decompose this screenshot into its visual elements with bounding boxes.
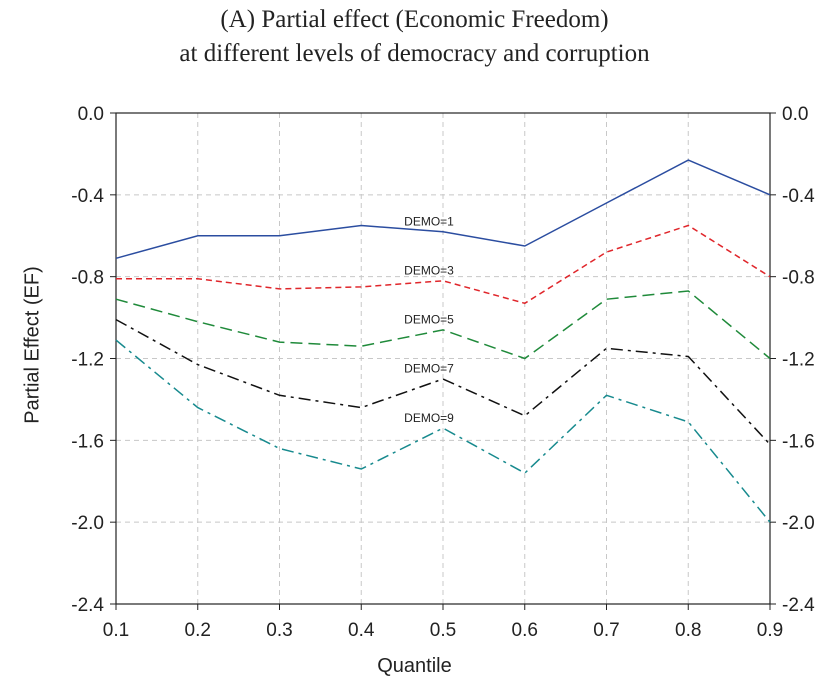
series-line-demo9 (115, 339, 771, 523)
y-tick-label-right: -0.8 (782, 268, 815, 289)
x-tick-label: 0.1 (103, 620, 129, 641)
y-tick-label-right: -1.6 (782, 431, 815, 452)
x-axis-label: Quantile (377, 655, 452, 677)
x-tick-label: 0.7 (593, 620, 619, 641)
y-tick-label-right: -2.0 (782, 513, 815, 534)
series-label-demo7: DEMO=7 (404, 362, 454, 376)
series-label-demo5: DEMO=5 (404, 313, 454, 327)
y-tick-label-left: 0.0 (78, 104, 104, 125)
series-line-demo7 (115, 318, 771, 445)
series-label-demo1: DEMO=1 (404, 214, 454, 228)
y-tick-label-left: -0.8 (71, 268, 104, 289)
y-tick-label-left: -2.0 (71, 513, 104, 534)
y-tick-label-left: -2.4 (71, 595, 104, 616)
y-tick-label-left: -1.6 (71, 431, 104, 452)
x-tick-label: 0.6 (512, 620, 538, 641)
chart-subtitle: at different levels of democracy and cor… (179, 40, 650, 67)
series-line-demo1 (115, 159, 771, 260)
x-tick-label: 0.8 (675, 620, 701, 641)
y-tick-label-right: 0.0 (782, 104, 808, 125)
x-tick-label: 0.5 (430, 620, 456, 641)
x-tick-label: 0.2 (185, 620, 211, 641)
x-tick-label: 0.4 (348, 620, 375, 641)
chart-title: (A) Partial effect (Economic Freedom) (220, 6, 609, 33)
x-tick-label: 0.9 (757, 620, 783, 641)
series-label-demo9: DEMO=9 (404, 411, 454, 425)
x-tick-label: 0.3 (266, 620, 292, 641)
y-tick-label-left: -1.2 (71, 350, 104, 371)
series-label-demo3: DEMO=3 (404, 264, 454, 278)
y-tick-label-right: -2.4 (782, 595, 815, 616)
series-line-demo5 (115, 290, 771, 360)
y-tick-label-left: -0.4 (71, 186, 104, 207)
y-tick-label-right: -0.4 (782, 186, 815, 207)
y-tick-label-right: -1.2 (782, 350, 815, 371)
